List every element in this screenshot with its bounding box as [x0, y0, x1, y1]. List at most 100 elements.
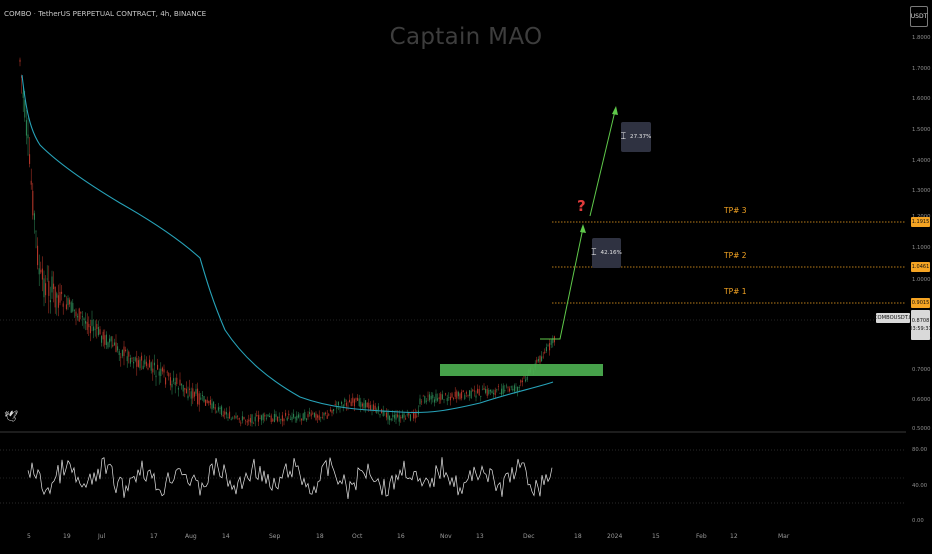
candle-body	[208, 401, 210, 404]
candle-body	[374, 405, 376, 410]
candle-body	[129, 357, 131, 364]
candle-body	[545, 346, 547, 352]
candle-body	[280, 419, 282, 421]
time-axis-label: Dec	[523, 533, 535, 540]
candle-body	[49, 300, 51, 303]
candle-body	[433, 399, 435, 403]
support-zone[interactable]	[440, 364, 603, 376]
candle-body	[307, 414, 309, 418]
candle-body	[41, 268, 43, 280]
candle-body	[451, 393, 453, 398]
candle-body	[328, 414, 330, 416]
candle-body	[504, 389, 506, 392]
candle-body	[182, 385, 184, 392]
candle-body	[357, 397, 359, 401]
candle-body	[334, 404, 336, 406]
candle-body	[505, 385, 507, 387]
candle-body	[53, 283, 55, 290]
tp1-price-tag[interactable]: 0.9015	[911, 298, 930, 308]
symbol-name[interactable]: COMBO	[4, 9, 32, 18]
candle-body	[438, 397, 440, 399]
current-price-value: 0.8708	[911, 318, 930, 324]
candle-body	[91, 320, 93, 326]
candle-body	[462, 390, 464, 393]
symbol-info[interactable]: COMBO · TetherUS PERPETUAL CONTRACT, 4h,…	[4, 9, 206, 18]
candle-body	[430, 395, 432, 400]
candle-body	[317, 415, 319, 418]
price-scale-label: 1.1000	[912, 245, 931, 251]
time-axis-label: 5	[27, 533, 31, 540]
candle-body	[238, 417, 240, 420]
candle-body	[427, 395, 429, 397]
candle-body	[421, 401, 423, 403]
candle-body	[425, 400, 427, 402]
candle-body	[395, 414, 397, 420]
candle-body	[153, 362, 155, 366]
ema-line[interactable]	[21, 74, 554, 414]
candle-body	[459, 393, 461, 399]
tp1-label[interactable]: TP# 1	[724, 287, 747, 296]
candle-body	[365, 400, 367, 408]
rsi-line[interactable]	[27, 457, 553, 499]
measure-icon: ⌶	[620, 132, 627, 142]
candle-body	[139, 359, 141, 369]
candle-body	[213, 401, 215, 409]
candle-body	[286, 417, 288, 421]
candle-body	[301, 418, 303, 421]
candle-body	[158, 371, 160, 376]
candle-body	[347, 405, 349, 407]
candle-body	[299, 415, 301, 417]
candle-body	[507, 387, 509, 388]
candle-body	[368, 402, 370, 409]
candle-body	[169, 377, 171, 386]
current-price-tag[interactable]: 0.8708 03:59:31	[909, 310, 932, 340]
measure-box-upper[interactable]: ⌶ 27.37%	[621, 122, 651, 152]
tp3-price-tag[interactable]: 1.1915	[911, 217, 930, 227]
candle-body	[19, 59, 21, 62]
candle-body	[35, 231, 37, 233]
candle-body	[341, 401, 343, 405]
projection-arrow-1[interactable]	[540, 227, 584, 340]
tp2-label[interactable]: TP# 2	[724, 251, 747, 260]
candle-body	[296, 415, 298, 421]
candle-body	[48, 281, 50, 296]
candle-body	[486, 389, 488, 396]
candle-body	[51, 276, 53, 293]
candle-body	[449, 396, 451, 401]
candle-body	[470, 390, 472, 399]
currency-button[interactable]: USDT	[910, 6, 928, 27]
candle-body	[206, 399, 208, 403]
time-axis-label: Sep	[269, 533, 281, 540]
candle-body	[288, 413, 290, 416]
symbol-price-tag[interactable]: COMBOUSDT.P	[873, 313, 913, 323]
candle-body	[525, 379, 527, 382]
candle-body	[363, 403, 365, 409]
candle-body	[278, 416, 280, 418]
candle-body	[256, 415, 258, 417]
candle-body	[75, 311, 77, 317]
candle-body	[241, 416, 243, 421]
candle-body	[457, 392, 459, 397]
candle-body	[198, 393, 200, 405]
measure-box-lower[interactable]: ⌶ 42.16%	[591, 238, 622, 268]
projection-arrow-2[interactable]	[589, 110, 616, 217]
candle-body	[56, 293, 58, 298]
candle-body	[147, 368, 149, 370]
candle-body	[515, 387, 517, 389]
candle-body	[291, 416, 293, 421]
candle-body	[478, 389, 480, 396]
candle-body	[189, 388, 191, 390]
candle-body	[326, 415, 328, 419]
candle-body	[222, 414, 224, 417]
candle-body	[40, 269, 42, 273]
candle-body	[24, 100, 26, 118]
question-mark-annotation[interactable]: ?	[577, 197, 586, 215]
candle-body	[187, 395, 189, 399]
tp3-label[interactable]: TP# 3	[724, 206, 747, 215]
candle-body	[254, 416, 256, 422]
candle-body	[155, 375, 157, 378]
tp2-price-tag[interactable]: 1.0461	[911, 262, 930, 272]
candles-group[interactable]	[19, 57, 555, 427]
